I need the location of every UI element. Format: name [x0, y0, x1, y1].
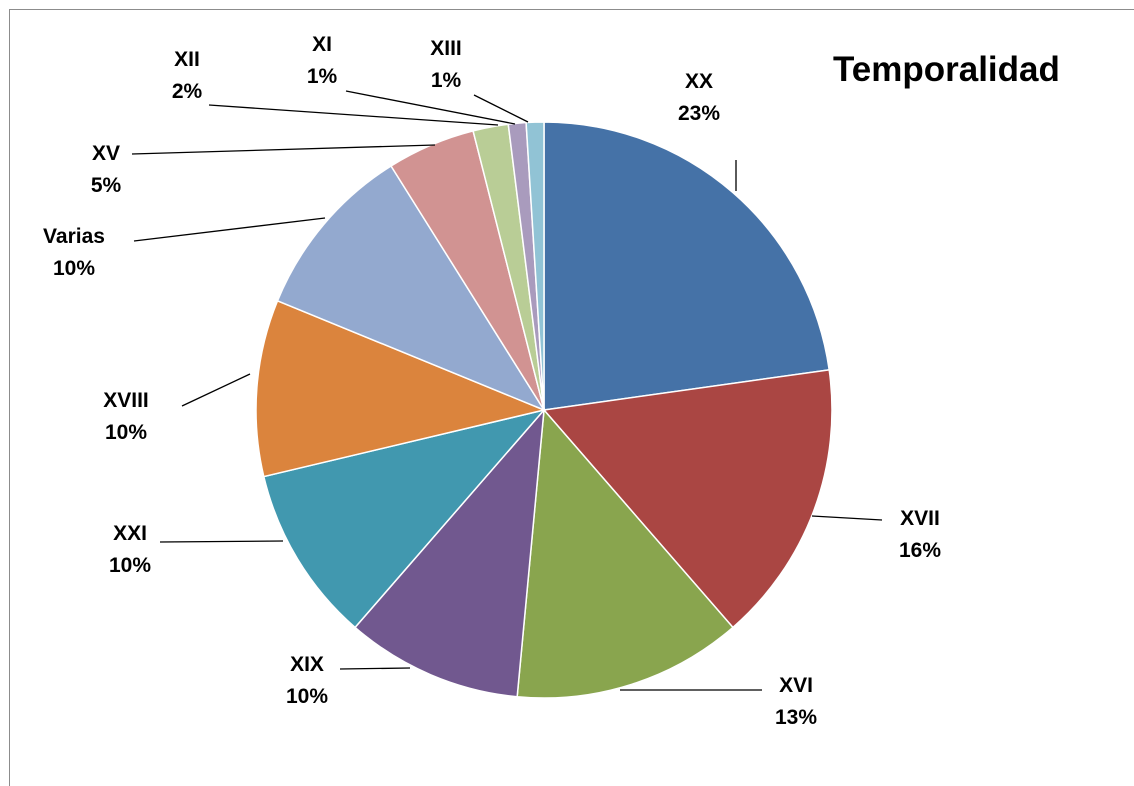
slice-label-xix: XIX — [290, 653, 324, 676]
pie-slice-xix — [354, 407, 545, 698]
slice-label-xviii: XVIII — [103, 389, 149, 412]
slice-label-varias: Varias — [43, 225, 105, 248]
pie-slice-xvi — [516, 408, 734, 699]
pie-slice-xiii — [525, 121, 545, 411]
slice-label-xiii: XIII — [430, 37, 462, 60]
slice-percent-xxi: 10% — [109, 554, 151, 577]
slice-percent-xx: 23% — [678, 102, 720, 125]
slice-label-xxi: XXI — [113, 522, 147, 545]
slice-percent-xix: 10% — [286, 685, 328, 708]
pie-slice-varias — [276, 164, 546, 412]
slice-label-xvii: XVII — [900, 507, 940, 530]
slice-label-xvi: XVI — [779, 674, 813, 697]
leader-lines — [131, 90, 883, 691]
pie-slice-xvii — [542, 368, 833, 629]
chart-title: Temporalidad — [833, 50, 1060, 89]
slice-percent-varias: 10% — [53, 257, 95, 280]
leader-line-xi — [345, 90, 516, 125]
leader-line-xvii — [811, 515, 883, 521]
pie-slices — [255, 121, 833, 699]
pie-slice-xviii — [255, 299, 547, 478]
slice-percent-xiii: 1% — [431, 69, 462, 92]
leader-line-xix — [339, 667, 411, 670]
slice-percent-xvii: 16% — [899, 539, 941, 562]
leader-line-varias — [133, 217, 326, 242]
leader-line-xii — [208, 104, 499, 126]
slice-percent-xviii: 10% — [105, 421, 147, 444]
leader-line-xiii — [473, 94, 529, 123]
slice-percent-xi: 1% — [307, 65, 338, 88]
slice-label-xx: XX — [685, 70, 713, 93]
slice-label-xv: XV — [92, 142, 120, 165]
leader-line-xv — [131, 144, 436, 155]
slice-percent-xvi: 13% — [775, 706, 817, 729]
data-labels: XX 23% XVII 16% XVI 13% XIX 10% XXI 10% XVIII 10% Va… — [43, 33, 941, 729]
leader-line-xviii — [181, 373, 251, 407]
pie-slice-xxi — [262, 408, 547, 629]
slice-percent-xv: 5% — [91, 174, 122, 197]
pie-slice-xx — [543, 121, 831, 411]
leader-line-xxi — [159, 540, 284, 543]
slice-label-xii: XII — [174, 48, 200, 71]
slice-percent-xii: 2% — [172, 80, 203, 103]
slice-label-xi: XI — [312, 33, 332, 56]
